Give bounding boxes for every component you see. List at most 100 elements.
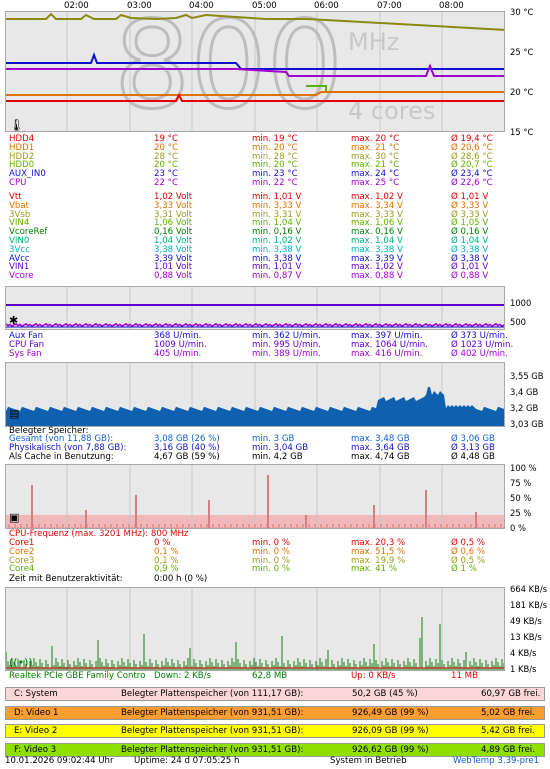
temperature-max: max. 24 °C [351, 169, 400, 180]
temperature-avg: Ø 28,6 °C [451, 151, 493, 162]
temperature-name: HDD1 [9, 142, 35, 153]
cpu-core-max: max. 51,5 % [351, 546, 406, 557]
cpu-core-name: Core3 [9, 555, 35, 566]
voltage-min: min. 3,33 V [252, 200, 302, 211]
thermometer-icon: 🌡 [9, 118, 25, 132]
temperature-avg: Ø 20,7 °C [451, 160, 493, 171]
voltage-name: Vbat [9, 200, 29, 211]
voltage-max: max. 1,02 V [351, 262, 403, 273]
cpu-core-avg: Ø 1 % [451, 564, 477, 575]
voltage-name: VIN4 [9, 218, 30, 229]
memory-avg: Ø 4,48 GB [451, 451, 495, 462]
voltage-max: max. 1,06 V [351, 218, 403, 229]
temperature-cur: 23 °C [154, 169, 178, 180]
cpu-core-avg: Ø 0,5 % [451, 538, 486, 548]
network-adapter-name: Realtek PCIe GBE Family Contro [9, 671, 146, 681]
memory-max: max. 3,48 GB [351, 434, 410, 444]
voltage-name: VIN0 [9, 236, 30, 246]
temperature-max: max. 21 °C [351, 160, 400, 171]
fan-avg: Ø 402 U/min. [451, 348, 508, 359]
temperature-min: min. 20 °C [252, 142, 298, 153]
fan-max: max. 397 U/min. [351, 331, 423, 341]
fan-name: Sys Fan [9, 348, 42, 359]
fan-cur: 405 U/min. [154, 348, 202, 359]
cpu-core-name: Core1 [9, 538, 35, 548]
voltage-cur: 1,01 Volt [154, 262, 193, 273]
disk-used: 50,2 GB (45 %) [352, 689, 418, 699]
voltage-avg: Ø 3,38 V [451, 244, 489, 255]
disk-label: Belegter Plattenspeicher (von 931,51 GB)… [121, 726, 304, 737]
voltage-min: min. 1,01 V [252, 192, 302, 202]
voltage-avg: Ø 1,01 V [451, 262, 489, 273]
voltage-min: min. 3,38 V [252, 253, 302, 264]
voltage-max: max. 0,16 V [351, 227, 403, 238]
voltage-max: max. 1,04 V [351, 236, 403, 246]
disk-bar: E: Video 2 Belegter Plattenspeicher (von … [5, 724, 545, 739]
memory-min: min. 3,04 GB [252, 442, 309, 453]
temperature-min: min. 19 °C [252, 134, 298, 144]
fan-min: min. 389 U/min. [252, 348, 321, 359]
cpu-core-max: max. 19,9 % [351, 555, 406, 566]
disk-free: 60,97 GB frei. [481, 689, 541, 699]
temperature-name: HDD4 [9, 134, 35, 144]
temperature-max: max. 21 °C [351, 142, 400, 153]
memory-cur: 4,67 GB (59 %) [154, 451, 220, 462]
disk-used: 926,49 GB (99 %) [352, 707, 429, 718]
network-y-label: 49 KB/s [510, 616, 542, 626]
disk-free: 4,89 GB frei. [481, 744, 535, 755]
cpu-core-avg: Ø 0,5 % [451, 555, 486, 566]
fan-name: CPU Fan [9, 339, 45, 350]
memory-plot [6, 363, 504, 426]
temperature-name: AUX_IN0 [9, 169, 46, 180]
memory-y-label: 3,55 GB [510, 371, 544, 381]
memory-chip-icon: ▤ [9, 407, 20, 420]
memory-cur: 3,08 GB (26 %) [154, 434, 220, 444]
cpu-core-cur: 0 % [154, 538, 171, 548]
fan-cur: 368 U/min. [154, 331, 202, 341]
voltage-avg: Ø 0,16 V [451, 227, 489, 238]
cpu-y-label: 100 % [510, 463, 537, 473]
temperature-avg: Ø 22,6 °C [451, 178, 493, 188]
cpu-y-label: 50 % [510, 493, 532, 503]
cpu-graph [5, 464, 505, 529]
voltage-max: max. 3,39 V [351, 253, 403, 264]
fan-plot [6, 287, 504, 329]
temperature-cur: 20 °C [154, 160, 178, 171]
voltage-name: VcoreRef [9, 227, 48, 238]
temp-y-label: 15 °C [510, 127, 534, 137]
voltage-cur: 3,38 Volt [154, 244, 193, 255]
fan-y-label: 1000 [510, 298, 532, 308]
status-uptime: Uptime: 24 d 07:05:25 h [134, 756, 240, 766]
voltage-cur: 3,31 Volt [154, 209, 193, 220]
cpu-plot [6, 465, 504, 528]
network-up-rate: Up: 0 KB/s [351, 671, 396, 681]
cpu-core-min: min. 0 % [252, 555, 291, 566]
watermark-frequency: 800 [114, 12, 343, 132]
cpu-y-label: 0 % [510, 523, 526, 533]
voltage-min: min. 0,16 V [252, 227, 302, 238]
fan-cur: 1009 U/min. [154, 339, 207, 350]
voltage-avg: Ø 3,33 V [451, 200, 489, 211]
disk-bar: C: System Belegter Plattenspeicher (von 1… [5, 687, 545, 701]
fan-avg: Ø 373 U/min. [451, 331, 508, 341]
temperature-name: HDD0 [9, 160, 35, 171]
voltage-max: max. 3,33 V [351, 209, 403, 220]
fan-icon: ✱ [9, 314, 19, 327]
cpu-core-cur: 0,1 % [154, 555, 179, 566]
voltage-name: 3Vsb [9, 209, 31, 220]
disk-label: Belegter Plattenspeicher (von 931,51 GB)… [121, 707, 304, 718]
network-down-rate: Down: 2 KB/s [154, 671, 212, 681]
network-y-label: 181 KB/s [510, 600, 548, 610]
voltage-cur: 1,02 Volt [154, 192, 193, 202]
cpu-core-avg: Ø 0,6 % [451, 546, 486, 557]
cpu-frequency: CPU-Frequenz (max. 3201 MHz): 800 MHz [9, 529, 189, 539]
memory-cur: 3,16 GB (40 %) [154, 442, 220, 453]
watermark-unit: MHz [348, 28, 399, 56]
memory-max: max. 3,64 GB [351, 442, 410, 453]
user-activity-label: Zeit mit Benutzeraktivität: [9, 574, 123, 584]
time-tick: 04:00 [189, 1, 214, 11]
memory-name: Physikalisch (von 7,88 GB): [9, 442, 127, 453]
temperature-avg: Ø 19,4 °C [451, 134, 493, 144]
network-up-total: 11 MB [451, 671, 478, 681]
voltage-avg: Ø 0,88 V [451, 271, 489, 282]
